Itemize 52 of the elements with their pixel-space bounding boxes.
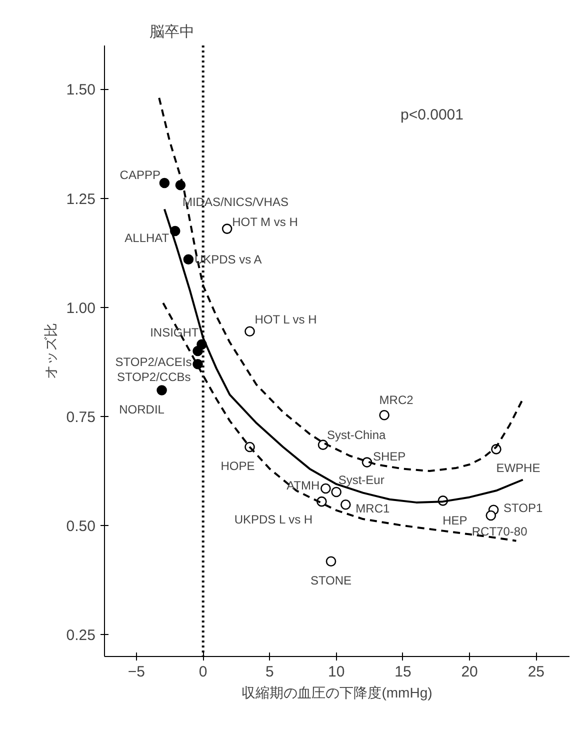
x-tick-label: 25 <box>528 664 545 680</box>
y-tick-label: 1.00 <box>66 300 96 317</box>
annotation: UKPDS vs A <box>194 252 262 266</box>
y-axis-title: オッズ比 <box>42 323 58 379</box>
annotation: NORDIL <box>119 402 165 416</box>
annotation: STONE <box>310 573 352 588</box>
point <box>486 510 496 521</box>
annotation: HEP <box>442 514 468 528</box>
annotation: CAPPP <box>120 168 160 182</box>
annotation: STOP2/CCBs <box>116 370 191 384</box>
annotation: UKPDS L vs H <box>234 512 313 527</box>
point <box>379 410 390 420</box>
x-tick-label: −5 <box>128 664 146 680</box>
annotation: p<0.0001 <box>400 106 464 124</box>
x-tick-label: 20 <box>461 664 478 680</box>
point <box>183 254 194 264</box>
annotation: HOPE <box>220 459 255 474</box>
annotation: MIDAS/NICS/VHAS <box>182 195 288 210</box>
annotation: STOP2/ACEIs <box>115 355 192 369</box>
y-tick-label: 1.50 <box>66 82 96 99</box>
y-tick-label: 0.50 <box>66 518 96 536</box>
annotation: STOP1 <box>504 500 544 515</box>
x-tick-label: 0 <box>198 664 208 680</box>
y-tick-label: 0.25 <box>66 627 96 644</box>
point <box>340 499 351 510</box>
x-tick-label: 10 <box>328 664 345 680</box>
point <box>222 224 232 234</box>
point <box>159 178 170 188</box>
x-tick-label: 5 <box>266 664 274 680</box>
point <box>192 346 203 356</box>
annotation: ATMH <box>286 478 320 492</box>
point <box>156 385 167 396</box>
annotation: MRC2 <box>379 393 414 408</box>
annotation: Syst-Eur <box>338 472 384 487</box>
y-tick-label: 1.25 <box>66 190 96 208</box>
annotation: ALLHAT <box>124 230 170 245</box>
annotation: RCT70-80 <box>472 524 528 539</box>
x-tick-label: 15 <box>394 664 412 680</box>
annotation: MRC1 <box>356 502 390 516</box>
annotation: HOT L vs H <box>254 312 317 326</box>
point <box>244 326 255 336</box>
annotation: EWPHE <box>496 461 540 476</box>
point <box>331 486 342 498</box>
annotation: Syst-China <box>327 428 386 442</box>
y-tick-label: 0.75 <box>66 408 96 426</box>
annotation: SHEP <box>372 449 406 464</box>
point <box>320 483 331 494</box>
chart-title: 脳卒中 <box>150 24 194 40</box>
x-axis-title: 収縮期の血圧の下降度(mmHg) <box>242 684 432 700</box>
annotation: INSIGHT <box>150 325 200 340</box>
point <box>326 556 336 566</box>
annotation: HOT M vs H <box>232 214 298 229</box>
